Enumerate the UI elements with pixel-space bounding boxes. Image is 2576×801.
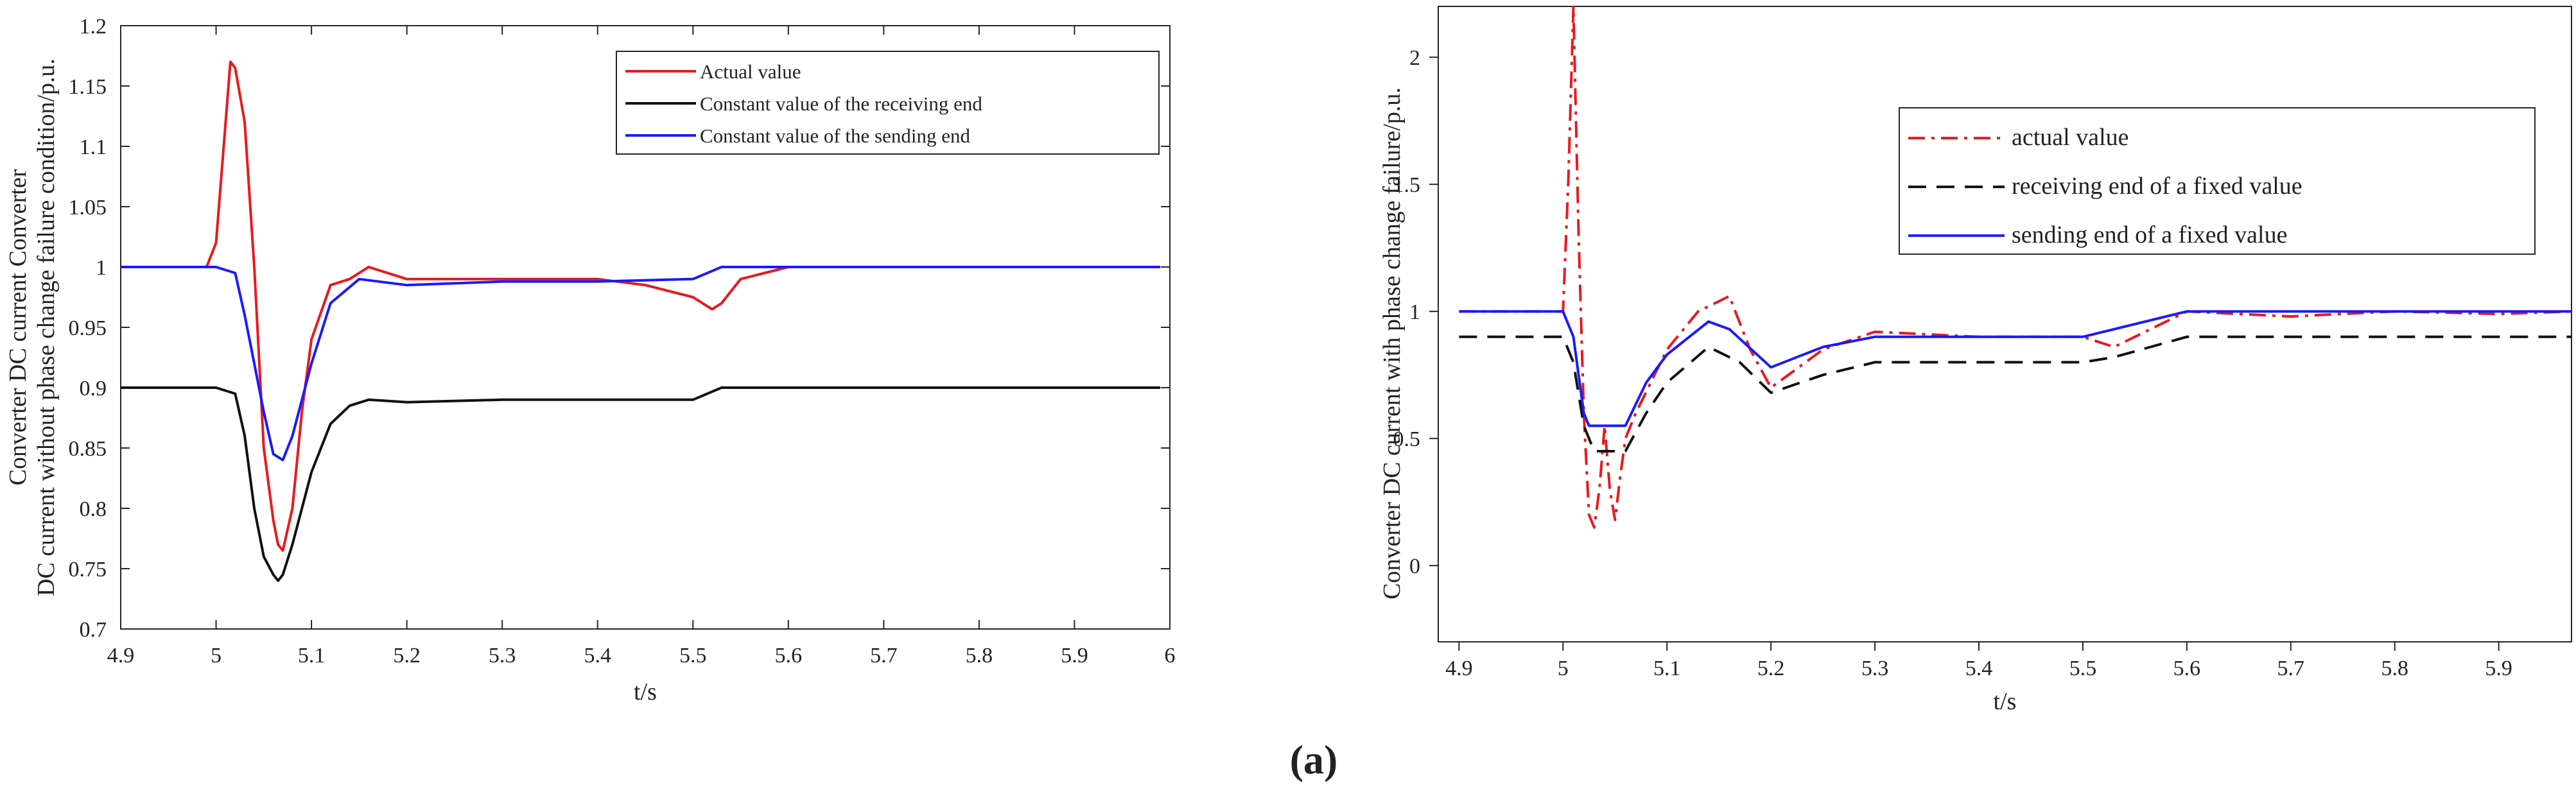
chart-0-x-tick-label: 5.1 [298,644,326,668]
chart-0-y-tick-label: 0.9 [80,377,107,401]
chart-1-legend-label-receiving-end-of-a-fixed-value: receiving end of a fixed value [2012,173,2302,200]
chart-0-series-line-constant-value-of-the-receiving-end [121,386,1161,582]
chart-0-x-tick-label: 5 [211,644,222,668]
chart-1-legend-label-actual-value: actual value [2012,124,2129,151]
chart-0-y-tick-label: 1.2 [80,15,107,39]
chart-0-x-tick-label: 5.6 [775,644,803,668]
figure-caption: (a) [1290,737,1338,782]
chart-0-x-tick-label: 5.4 [584,644,611,668]
chart-1-series-line-sending-end-of-a-fixed-value [1459,310,2572,427]
chart-0-x-axis-label: t/s [634,678,657,705]
chart-1-y-tick-label: 2 [1409,46,1420,70]
chart-0-y-tick-label: 1 [96,256,107,280]
chart-1-x-tick-label: 5 [1558,657,1569,680]
chart-0-x-tick-label: 5.3 [489,644,516,668]
chart-1-x-tick-label: 4.9 [1445,657,1473,680]
chart-0-x-tick-label: 5.7 [870,644,898,668]
chart-1-plot-frame [1438,6,2572,642]
chart-1-x-tick-label: 5.7 [2277,657,2305,680]
chart-0-y-tick-label: 0.75 [69,558,107,581]
chart-1-y-tick-label: 1 [1409,300,1420,324]
chart-right-dc-current-phase-failure: 4.9 5 5.1 5.2 5.3 5.4 5.5 5.6 5.7 5.8 5.9 0 0.5 1 1.5 2… [1379,6,2572,715]
chart-1-legend-box [1899,107,2536,255]
chart-1-x-tick-label: 5.9 [2485,657,2512,680]
chart-0-y-axis-label-line1: Converter DC current Converter [4,169,31,485]
chart-0-series-group [121,60,1161,582]
chart-1-series-line-receiving-end-of-a-fixed-value [1459,335,2572,452]
chart-left-constant-dc-current: 4.9 5 5.1 5.2 5.3 5.4 5.5 5.6 5.7 5.8 5.9 6 0.7 0.75 0… [4,15,1176,705]
chart-0-series-line-constant-value-of-the-sending-end [121,266,1161,461]
chart-1-x-tick-label: 5.5 [2069,657,2097,680]
chart-0-x-tick-label: 5.8 [966,644,993,668]
chart-0-series-line-actual-value [121,60,1161,552]
chart-0-x-tick-label: 5.2 [393,644,421,668]
chart-0-y-tick-label: 1.1 [80,135,107,159]
chart-1-y-axis-label: Converter DC current with phase change f… [1379,87,1405,599]
chart-1-series-group [1459,6,2572,529]
chart-1-y-tick-label: 1.5 [1393,173,1421,197]
chart-0-legend-label-actual-value: Actual value [700,60,801,83]
chart-1-x-axis-label: t/s [1994,688,2017,715]
chart-1-series-line-actual-value [1459,6,2572,529]
chart-1-y-tick-label: 0.5 [1393,427,1421,451]
chart-0-legend-box [616,51,1160,155]
chart-0-x-tick-label: 5.9 [1061,644,1088,668]
chart-0-x-tick-label: 6 [1165,644,1176,668]
chart-1-x-tick-label: 5.1 [1653,657,1681,680]
chart-0-y-tick-label: 1.15 [69,75,107,99]
chart-0-legend: Actual value Constant value of the receiv… [616,51,1160,155]
chart-1-x-tick-label: 5.3 [1861,657,1889,680]
chart-0-y-tick-label: 0.85 [69,437,107,461]
chart-0-legend-label-constant-value-of-the-sending-end: Constant value of the sending end [700,125,970,147]
chart-1-x-tick-label: 5.6 [2173,657,2201,680]
chart-0-y-axis-label-line2: DC current without phase change failure … [33,58,60,596]
chart-0-y-tick-label: 1.05 [69,196,107,220]
chart-1-y-tick-label: 0 [1409,555,1420,578]
chart-1-legend-label-sending-end-of-a-fixed-value: sending end of a fixed value [2012,221,2287,248]
chart-0-y-tick-label: 0.8 [80,497,107,521]
chart-0-x-tick-label: 5.5 [679,644,707,668]
chart-0-y-tick-label: 0.7 [80,618,107,642]
chart-0-y-tick-label: 0.95 [69,316,107,340]
chart-1-x-tick-label: 5.2 [1757,657,1785,680]
chart-0-legend-label-constant-value-of-the-receiving-end: Constant value of the receiving end [700,92,982,115]
chart-0-x-tick-label: 4.9 [107,644,135,668]
chart-1-x-tick-label: 5.8 [2381,657,2408,680]
chart-1-x-tick-label: 5.4 [1965,657,1993,680]
chart-1-legend: actual value receiving end of a fixed val… [1899,107,2536,255]
